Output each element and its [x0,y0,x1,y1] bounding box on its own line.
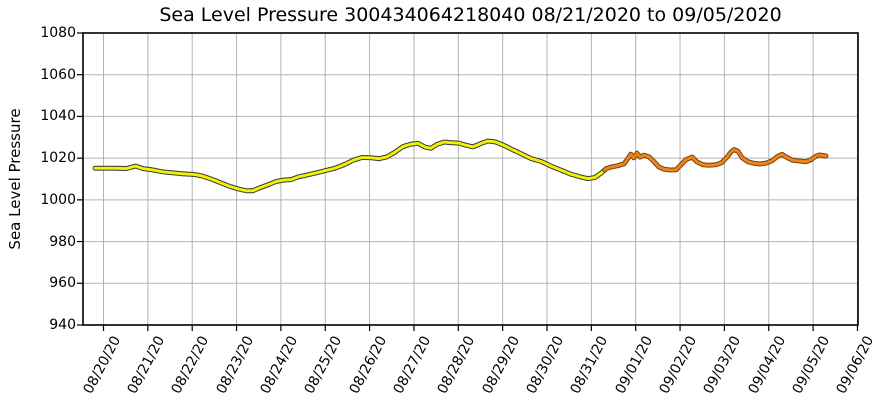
y-tick-label: 1040 [40,108,76,125]
y-tick-label: 1060 [40,66,76,83]
y-tick-label: 940 [49,317,76,333]
y-tick-label: 960 [49,275,76,292]
y-tick-label: 980 [49,233,76,250]
chart-title: Sea Level Pressure 300434064218040 08/21… [159,4,782,26]
y-axis-label: Sea Level Pressure [6,108,24,250]
y-tick-label: 1000 [40,191,76,208]
series-recent-markers [603,148,828,172]
plot-border [82,32,859,326]
y-tick-label: 1020 [40,150,76,167]
series-early-markers [93,139,607,193]
series-early-marker-edges [92,138,608,194]
y-tick-label: 1080 [40,25,76,41]
